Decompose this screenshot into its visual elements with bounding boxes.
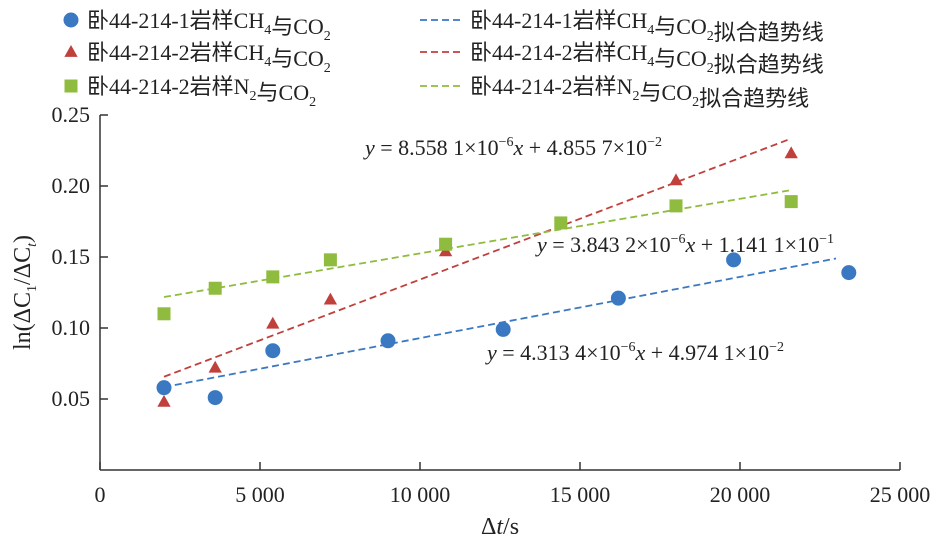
data-point-series-1 [495, 321, 511, 337]
data-point-series-1 [380, 333, 396, 349]
equations: y = 4.313 4×10−6x + 4.974 1×10−2 y = 8.55… [363, 135, 834, 365]
data-point-series-2 [157, 394, 171, 407]
fit-equation-2: y = 8.558 1×10−6x + 4.855 7×10−2 [363, 135, 662, 160]
x-tick-label: 20 000 [710, 482, 771, 507]
data-point-series-2 [323, 292, 338, 305]
x-tick-label: 15 000 [550, 482, 611, 507]
data-point-series-3 [784, 195, 798, 209]
data-point-series-2 [669, 173, 683, 186]
legend-marker-3 [64, 79, 78, 93]
x-tick-label: 25 000 [870, 482, 931, 507]
y-tick-label: 0.10 [52, 315, 91, 340]
y-tick-label: 0.20 [52, 173, 91, 198]
y-axis-label: ln(ΔC1/ΔCt) [10, 235, 40, 350]
data-point-series-3 [208, 281, 222, 295]
legend-trend-label-3: 卧44-214-2岩样N2与CO2拟合趋势线 [470, 74, 809, 111]
x-axis-label: Δt/s [481, 514, 519, 540]
data-point-series-3 [439, 237, 453, 251]
legend-trend-label-1: 卧44-214-1岩样CH4与CO2拟合趋势线 [470, 8, 824, 45]
data-point-series-3 [669, 199, 683, 213]
data-point-series-1 [156, 380, 172, 396]
trend-line-2 [163, 137, 792, 378]
data-point-series-3 [554, 216, 568, 230]
x-tick-label: 0 [95, 482, 106, 507]
data-point-series-2 [208, 360, 222, 373]
plot-axes: 0 5 000 10 000 15 000 20 000 25 000 0.05 0.10 0.… [10, 102, 930, 540]
legend-marker-2 [64, 45, 78, 57]
data-point-series-1 [610, 290, 626, 306]
data-point-series-1 [265, 343, 281, 359]
legend-marker-1 [63, 12, 79, 28]
data-point-series-1 [841, 265, 857, 281]
y-tick-label: 0.15 [52, 244, 91, 269]
y-tick-label: 0.25 [52, 102, 91, 127]
data-point-series-1 [207, 390, 223, 406]
legend-label-1: 卧44-214-1岩样CH4与CO2 [87, 8, 331, 44]
legend-label-3: 卧44-214-2岩样N2与CO2 [87, 74, 316, 110]
y-tick-label: 0.05 [52, 386, 91, 411]
x-tick-label: 5 000 [235, 482, 285, 507]
data-point-series-2 [784, 146, 798, 159]
trend-line-3 [163, 189, 792, 298]
data-markers [156, 146, 857, 407]
legend: 卧44-214-1岩样CH4与CO2 卧44-214-1岩样CH4与CO2拟合趋势… [63, 8, 824, 111]
data-point-series-2 [266, 316, 280, 329]
data-point-series-1 [726, 252, 742, 268]
fit-equation-3: y = 3.843 2×10−6x + 1.141 1×10−1 [535, 232, 834, 257]
legend-trend-label-2: 卧44-214-2岩样CH4与CO2拟合趋势线 [470, 40, 824, 77]
data-point-series-3 [157, 307, 171, 321]
data-point-series-3 [323, 253, 337, 267]
data-point-series-3 [266, 270, 280, 284]
fit-equation-1: y = 4.313 4×10−6x + 4.974 1×10−2 [485, 340, 784, 365]
x-tick-label: 10 000 [390, 482, 451, 507]
legend-label-2: 卧44-214-2岩样CH4与CO2 [87, 40, 331, 76]
